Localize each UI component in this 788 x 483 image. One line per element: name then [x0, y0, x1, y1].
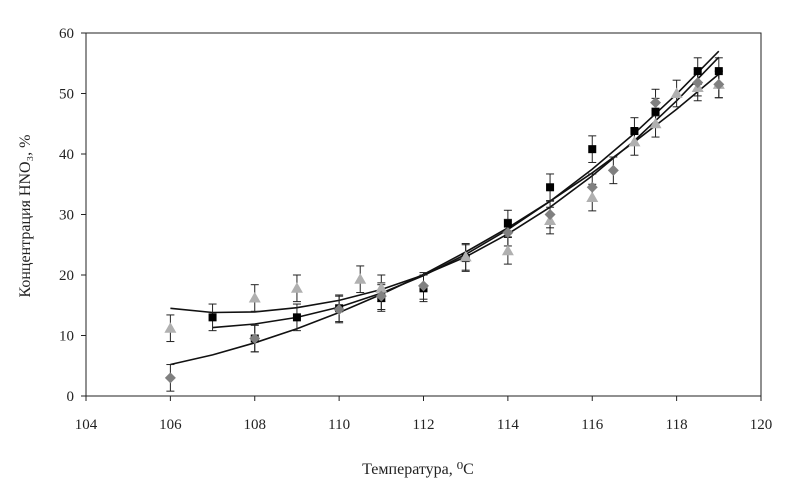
x-tick-label: 110	[328, 417, 350, 433]
data-point-triangle	[354, 273, 367, 284]
data-point-triangle	[586, 191, 599, 203]
error-bars	[166, 57, 723, 392]
data-point-triangle	[164, 322, 177, 333]
data-points	[164, 67, 725, 384]
y-tick-label: 0	[67, 389, 75, 405]
trendline	[170, 73, 720, 366]
data-point-diamond	[418, 280, 429, 292]
data-point-square	[588, 145, 597, 154]
data-point-diamond	[375, 290, 387, 302]
plot-area	[85, 32, 762, 397]
data-point-square	[292, 313, 301, 322]
data-point-square	[546, 183, 555, 192]
data-point-diamond	[544, 209, 556, 220]
x-tick-label: 118	[666, 417, 688, 433]
data-point-diamond	[713, 78, 725, 90]
x-tick-label: 120	[750, 417, 773, 433]
x-axis: 104 106 108 110 112 114 116 118 120	[75, 396, 773, 433]
data-point-diamond	[333, 303, 345, 315]
data-point-square	[503, 219, 512, 228]
x-tick-label: 104	[75, 417, 98, 433]
y-tick-label: 60	[59, 26, 74, 42]
data-point-triangle	[501, 244, 514, 256]
plot-border	[85, 32, 762, 397]
data-point-triangle	[375, 282, 388, 293]
data-point-square	[714, 67, 723, 76]
data-point-triangle	[248, 291, 261, 303]
y-tick-label: 20	[59, 268, 74, 284]
data-point-triangle	[459, 250, 472, 262]
data-point-triangle	[628, 135, 641, 147]
data-point-diamond	[249, 333, 261, 345]
x-tick-label: 116	[581, 417, 603, 433]
y-axis-label: Концентрация HNO₃, %	[17, 134, 34, 297]
data-point-diamond	[650, 97, 662, 109]
data-point-square	[693, 67, 702, 76]
data-point-square	[651, 107, 660, 116]
data-point-square	[630, 127, 639, 136]
x-tick-label: 108	[244, 417, 267, 433]
data-point-diamond	[607, 164, 619, 176]
data-point-diamond	[164, 372, 176, 384]
y-tick-label: 10	[59, 329, 74, 345]
trendlines	[170, 50, 720, 366]
data-point-triangle	[290, 282, 303, 293]
x-axis-label: Температура, ⁰С	[362, 461, 474, 478]
data-point-square	[208, 313, 217, 322]
x-tick-label: 114	[497, 417, 519, 433]
trendline	[170, 56, 720, 314]
y-tick-label: 30	[59, 208, 74, 224]
data-point-triangle	[649, 117, 662, 129]
data-point-diamond	[586, 181, 598, 193]
trendline	[212, 50, 720, 329]
data-point-diamond	[502, 227, 514, 239]
x-tick-label: 112	[413, 417, 435, 433]
x-tick-label: 106	[159, 417, 182, 433]
y-tick-label: 40	[59, 147, 74, 163]
data-point-diamond	[692, 77, 704, 89]
y-axis: 0 10 20 30 40 50 60	[59, 26, 86, 405]
data-point-triangle	[670, 87, 683, 98]
y-tick-label: 50	[59, 87, 74, 103]
